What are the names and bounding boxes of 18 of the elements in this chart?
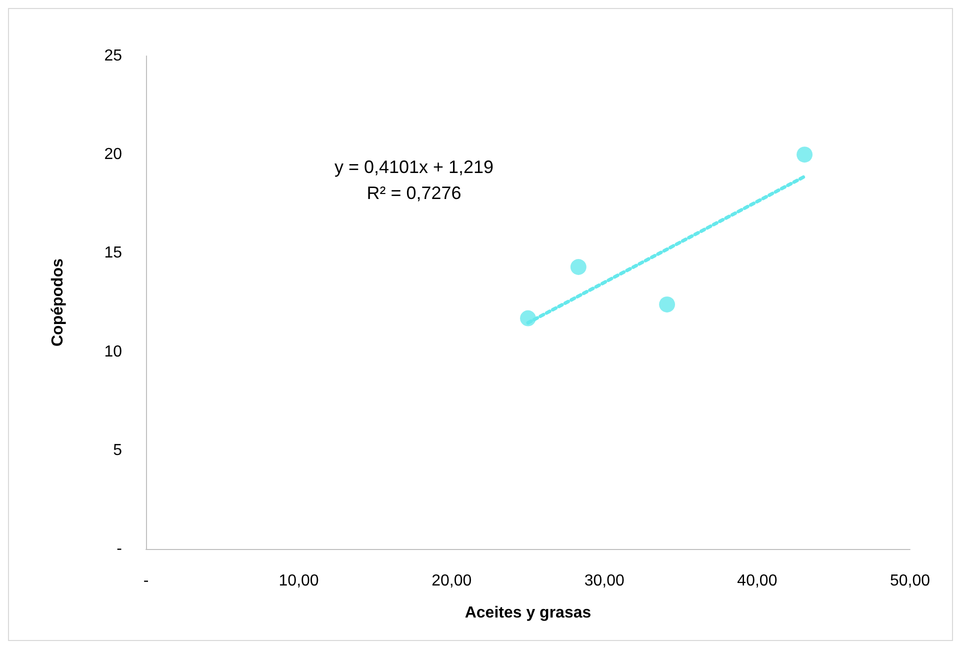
annotation: y = 0,4101x + 1,219 R² = 0,7276 [334,157,494,203]
point [659,296,676,312]
x-tick-label: - [143,572,149,590]
x-axis-title: Aceites y grasas [464,604,592,622]
y-tick-label: 20 [104,146,122,164]
point [570,259,586,275]
x-tick-label: 20,00 [432,572,472,590]
y-tick-label: 10 [104,343,122,360]
x-tick-label: 50,00 [890,572,930,590]
x-tick-label: 10,00 [278,572,319,590]
y-tick-label: 15 [104,244,122,262]
y-tick-label: 5 [113,442,122,459]
y-tick-label: - [116,540,122,558]
point [796,146,813,163]
y-axis-title: Copépodos [50,258,66,346]
x-tick-label: 30,00 [584,572,625,590]
x-tick-label: 40,00 [737,572,778,590]
y-tick-label: 25 [104,48,122,64]
